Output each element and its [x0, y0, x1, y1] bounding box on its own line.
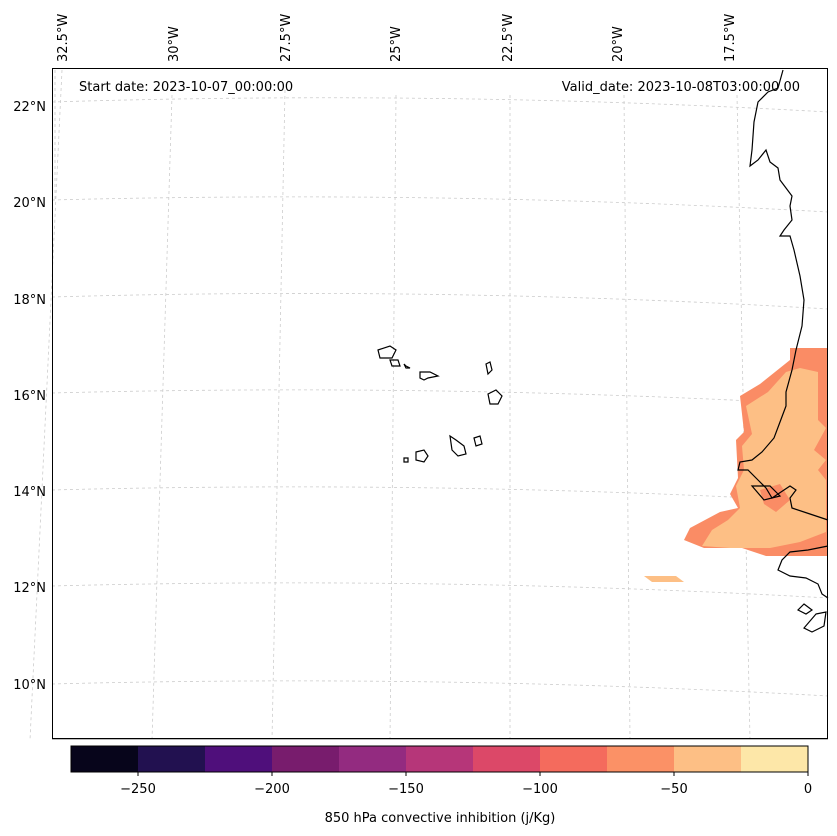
cin-field-strip	[644, 576, 684, 582]
colorbar-tick-label: −200	[254, 782, 290, 797]
start-date-label: Start date: 2023-10-07_00:00:00	[79, 80, 293, 95]
colorbar-swatch	[71, 746, 139, 772]
colorbar-ticks	[137, 772, 809, 776]
lat-label: 22°N	[13, 100, 46, 115]
colorbar-tick-labels: −250 −200 −150 −100 −50 0	[120, 782, 812, 797]
lon-label: 30°W	[167, 26, 182, 62]
colorbar-swatch	[272, 746, 340, 772]
coastline	[737, 69, 829, 633]
colorbar-swatch	[674, 746, 742, 772]
graticule	[29, 69, 829, 741]
cape-verde-islands	[377, 345, 503, 463]
colorbar-swatch	[741, 746, 809, 772]
lat-label: 16°N	[13, 389, 46, 404]
lat-label: 20°N	[13, 196, 46, 211]
colorbar-label: 850 hPa convective inhibition (j/Kg)	[325, 811, 556, 826]
lon-label: 25°W	[389, 26, 404, 62]
colorbar-swatch	[607, 746, 675, 772]
lon-label: 17.5°W	[723, 14, 738, 62]
colorbar-tick-label: 0	[804, 782, 812, 797]
colorbar-frame	[70, 745, 809, 773]
lat-label: 18°N	[13, 293, 46, 308]
valid-date-label: Valid_date: 2023-10-08T03:00:00.00	[562, 80, 800, 95]
colorbar	[70, 745, 809, 773]
colorbar-swatch	[205, 746, 273, 772]
africa-coast-2	[777, 545, 829, 599]
lat-label: 12°N	[13, 581, 46, 596]
colorbar-swatch	[540, 746, 608, 772]
colorbar-tick-label: −100	[522, 782, 558, 797]
lat-labels: 22°N 20°N 18°N 16°N 14°N 12°N 10°N	[13, 100, 46, 693]
colorbar-swatch	[406, 746, 474, 772]
cin-field	[644, 348, 828, 582]
colorbar-swatch	[339, 746, 407, 772]
colorbar-tick-label: −250	[120, 782, 156, 797]
colorbar-swatch	[473, 746, 541, 772]
lon-label: 20°W	[611, 26, 626, 62]
lon-label: 22.5°W	[501, 14, 516, 62]
colorbar-swatch	[138, 746, 206, 772]
colorbar-tick-label: −150	[388, 782, 424, 797]
lon-label: 32.5°W	[56, 14, 71, 62]
africa-coast	[737, 69, 829, 521]
lon-label: 27.5°W	[279, 14, 294, 62]
map-frame	[52, 68, 828, 739]
cin-field-light	[702, 368, 826, 548]
lat-label: 10°N	[13, 678, 46, 693]
lat-label: 14°N	[13, 485, 46, 500]
colorbar-tick-label: −50	[660, 782, 687, 797]
lon-labels: 32.5°W 30°W 27.5°W 25°W 22.5°W 20°W 17.5…	[56, 14, 738, 62]
